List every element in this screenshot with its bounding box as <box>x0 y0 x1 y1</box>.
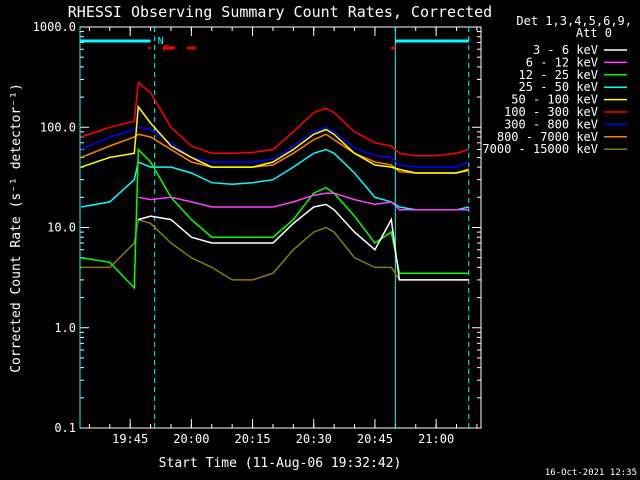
series-line <box>138 192 469 211</box>
plot-frame <box>79 26 482 429</box>
series-line <box>80 80 470 157</box>
series-line <box>81 147 469 290</box>
legend-header-line-1: Det 1,3,4,5,6,9, <box>516 14 632 28</box>
y-tick-label: 10.0 <box>47 221 76 235</box>
legend-label: 800 - 7000 keV <box>497 130 598 144</box>
legend-header-line-2: Att 0 <box>576 26 612 40</box>
series-line <box>138 203 469 281</box>
series-line <box>80 104 470 174</box>
x-axis-label: Start Time (11-Aug-06 19:32:42) <box>159 456 402 471</box>
chart-title: RHESSI Observing Summary Count Rates, Co… <box>68 3 492 21</box>
y-tick-label: 1.0 <box>54 321 76 335</box>
legend-label: 100 - 300 keV <box>504 105 598 119</box>
x-tick-label: 20:45 <box>357 432 393 446</box>
y-axis-label: Corrected Count Rate (s⁻¹ detector⁻¹) <box>9 83 24 373</box>
series-line <box>81 148 469 211</box>
y-tick-label: 100.0 <box>40 120 76 134</box>
timestamp: 16-Oct-2021 12:35 <box>545 468 637 478</box>
series-line <box>81 218 469 281</box>
series-line <box>80 133 469 174</box>
x-tick-label: 20:15 <box>234 432 270 446</box>
y-tick-label: 1000.0 <box>33 20 76 34</box>
x-tick-label: 21:00 <box>418 432 454 446</box>
legend-label: 50 - 100 keV <box>511 93 598 107</box>
legend-label: 25 - 50 keV <box>519 80 598 94</box>
x-tick-label: 19:45 <box>112 432 148 446</box>
series-line <box>80 126 470 168</box>
night-flag-label: N <box>158 36 164 47</box>
x-tick-label: 20:30 <box>296 432 332 446</box>
plot-area: 0.1 1.0 10.0 100.0 1000.0 19:45 20:00 20:15 20:3… <box>33 20 482 446</box>
legend-label: 12 - 25 keV <box>519 68 598 82</box>
legend-label: 300 - 800 keV <box>504 117 598 131</box>
flare-flag-label: F <box>163 44 169 55</box>
x-tick-label: 20:00 <box>173 432 209 446</box>
legend-label: 6 - 12 keV <box>526 55 598 69</box>
legend-label: 7000 - 15000 keV <box>482 142 598 156</box>
legend-label: 3 - 6 keV <box>533 43 598 57</box>
y-tick-label: 0.1 <box>54 421 76 435</box>
